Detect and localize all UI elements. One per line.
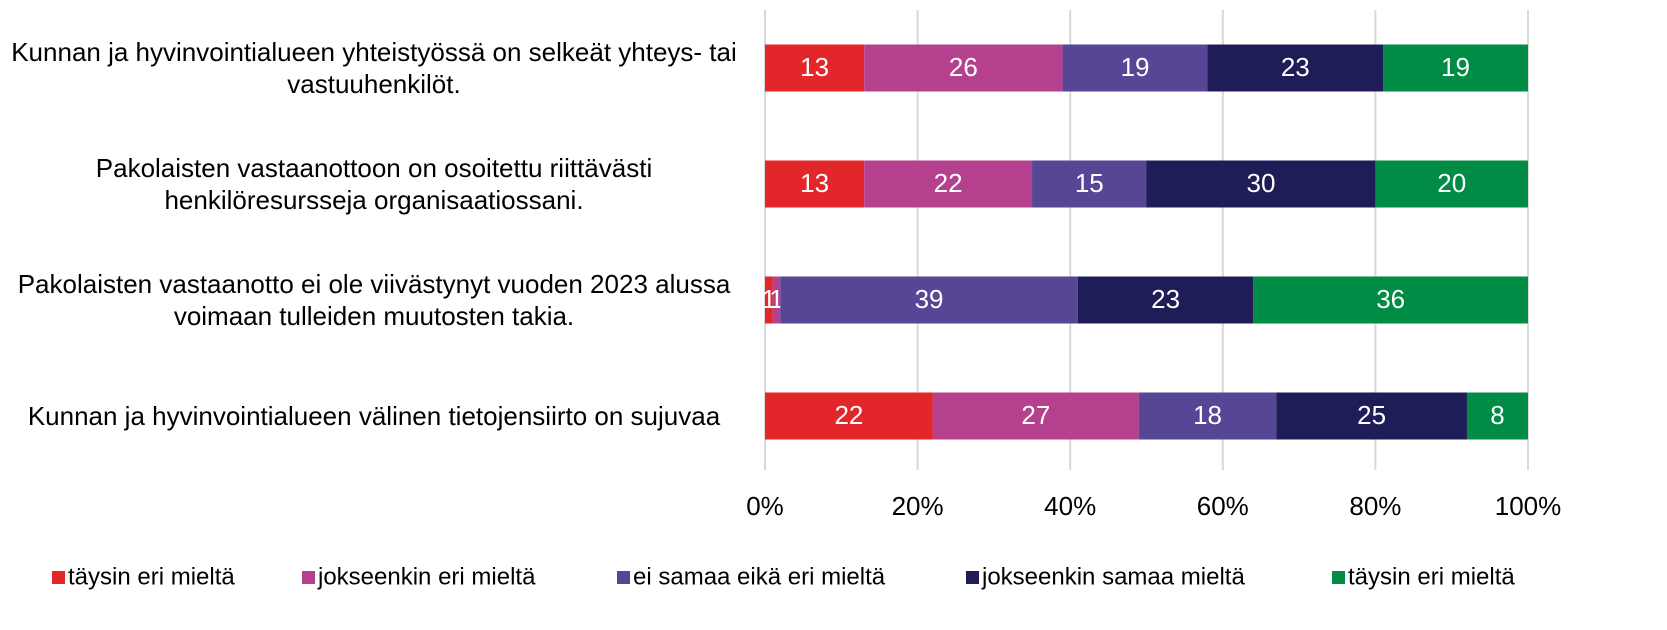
bar-segment xyxy=(1276,392,1467,440)
bar-segment xyxy=(1466,392,1528,440)
bar-segment xyxy=(864,44,1063,92)
value-label: 27 xyxy=(1021,400,1050,430)
bar-segment xyxy=(772,276,781,324)
category-label: Kunnan ja hyvinvointialueen yhteistyössä… xyxy=(11,37,737,99)
bar-segment xyxy=(1138,392,1277,440)
x-tick-label: 0% xyxy=(746,491,784,521)
bar-segment xyxy=(765,44,865,92)
x-tick-label: 40% xyxy=(1044,491,1096,521)
legend-swatch xyxy=(617,571,630,584)
bar-segment xyxy=(1207,44,1384,92)
bar-segment xyxy=(1077,276,1254,324)
value-label: 20 xyxy=(1437,168,1466,198)
value-label: 23 xyxy=(1151,284,1180,314)
x-tick-label: 80% xyxy=(1349,491,1401,521)
value-label: 1 xyxy=(762,284,776,314)
legend-label: jokseenkin eri mieltä xyxy=(317,563,536,590)
value-label: 23 xyxy=(1281,52,1310,82)
bar-segment xyxy=(765,160,865,208)
value-label: 8 xyxy=(1490,400,1504,430)
legend-label: täysin eri mieltä xyxy=(68,563,235,590)
bar-segment xyxy=(765,392,933,440)
value-label: 19 xyxy=(1121,52,1150,82)
x-tick-label: 60% xyxy=(1197,491,1249,521)
value-label: 22 xyxy=(934,168,963,198)
category-label: Pakolaisten vastaanottoon on osoitettu r… xyxy=(95,153,653,215)
x-tick-label: 20% xyxy=(892,491,944,521)
bar-segment xyxy=(1375,160,1528,208)
bar-segment xyxy=(780,276,1078,324)
bar-segment xyxy=(1032,160,1147,208)
value-label: 15 xyxy=(1075,168,1104,198)
value-label: 18 xyxy=(1193,400,1222,430)
legend-swatch xyxy=(52,571,65,584)
bar-segment xyxy=(1253,276,1528,324)
category-label: Pakolaisten vastaanotto ei ole viivästyn… xyxy=(17,269,731,331)
value-label: 13 xyxy=(800,52,829,82)
category-label: Kunnan ja hyvinvointialueen välinen tiet… xyxy=(27,401,721,431)
legend-label: täysin eri mieltä xyxy=(1348,563,1515,590)
legend-swatch xyxy=(966,571,979,584)
value-label: 30 xyxy=(1246,168,1275,198)
value-label: 26 xyxy=(949,52,978,82)
bar-segment xyxy=(932,392,1139,440)
bar-segment xyxy=(1146,160,1376,208)
bar-segment xyxy=(765,276,773,324)
value-label: 36 xyxy=(1376,284,1405,314)
bar-segment xyxy=(1062,44,1208,92)
value-label: 39 xyxy=(915,284,944,314)
value-label: 22 xyxy=(834,400,863,430)
x-tick-label: 100% xyxy=(1495,491,1562,521)
legend-label: jokseenkin samaa mieltä xyxy=(981,563,1245,590)
value-label: 13 xyxy=(800,168,829,198)
bar-segment xyxy=(1383,44,1528,92)
value-label: 1 xyxy=(769,284,783,314)
legend-label: ei samaa eikä eri mieltä xyxy=(633,563,886,590)
legend-swatch xyxy=(302,571,315,584)
value-label: 25 xyxy=(1357,400,1386,430)
legend-swatch xyxy=(1332,571,1345,584)
value-label: 19 xyxy=(1441,52,1470,82)
bar-segment xyxy=(864,160,1033,208)
